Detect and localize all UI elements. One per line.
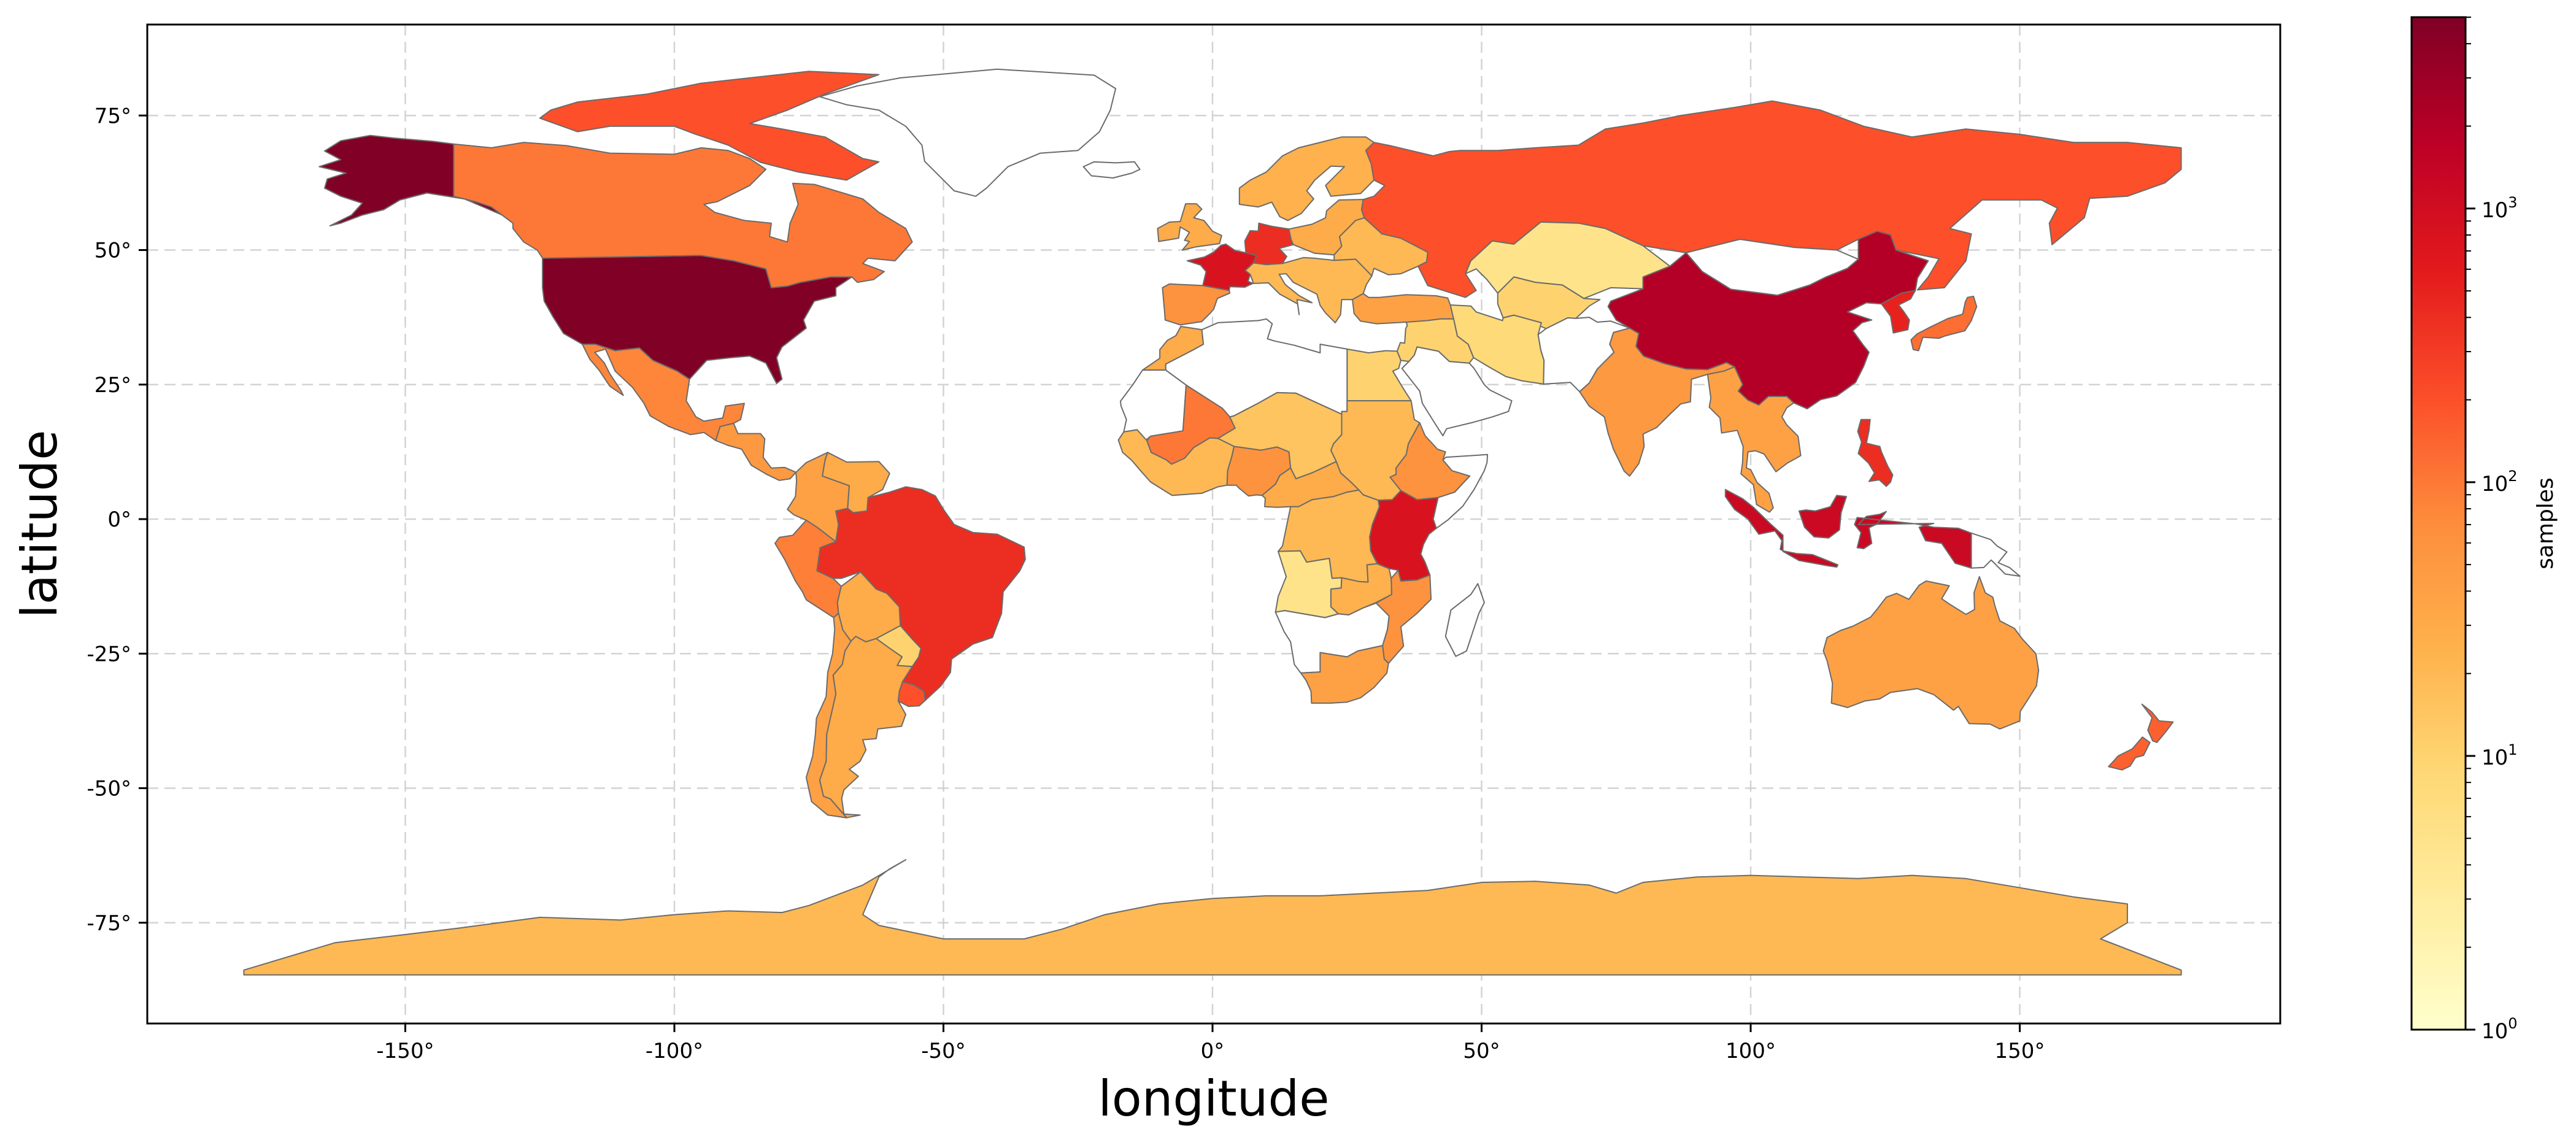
region-somalia [1432, 453, 1489, 529]
region-indonesia-borneo-sulawesi [1798, 495, 1848, 539]
region-new-zealand [2141, 703, 2174, 743]
region-indonesia-east [1854, 511, 1972, 569]
x-tick-label: -100° [646, 1039, 703, 1063]
region-west-africa-coast [1117, 429, 1235, 496]
x-axis-title: longitude [1098, 1070, 1330, 1127]
region-new-zealand-south [2108, 736, 2151, 771]
y-tick-label: 75° [94, 104, 131, 128]
colorbar-gradient [2410, 16, 2467, 1031]
y-axis-title: latitude [11, 430, 68, 619]
region-central-america [715, 422, 797, 481]
region-japan [1910, 295, 1978, 352]
x-tick-label: 100° [1726, 1039, 1776, 1063]
region-korea [1881, 290, 1916, 334]
region-balkans-italy [1244, 256, 1373, 323]
colorbar: 100 101 102 103 samples [2410, 16, 2558, 1044]
y-tick-label: -50° [87, 777, 131, 801]
region-china [1607, 230, 1929, 410]
region-chile [805, 612, 852, 819]
y-tick-label: -25° [87, 642, 131, 666]
colorbar-tick-label: 103 [2482, 194, 2518, 223]
colorbar-ticks: 100 101 102 103 [2466, 17, 2518, 1044]
region-western-sahara-mauritania [1120, 369, 1187, 441]
region-mexico [582, 344, 745, 441]
y-tick-label: 50° [94, 239, 131, 263]
region-philippines [1857, 418, 1894, 487]
region-greenland [819, 68, 1117, 197]
region-southeast-asia-indochina [1706, 366, 1802, 513]
y-tick-label: 25° [94, 373, 131, 398]
colorbar-tick-label: 102 [2482, 468, 2518, 496]
region-antarctica [243, 859, 2182, 976]
region-indonesia [1724, 488, 1839, 568]
region-ireland-uk [1157, 203, 1222, 251]
colorbar-tick-label: 101 [2482, 741, 2518, 770]
region-south-africa [1300, 645, 1389, 704]
region-morocco [1142, 326, 1205, 371]
region-iceland [1082, 161, 1141, 179]
region-madagascar [1444, 583, 1485, 657]
x-tick-label: -50° [921, 1039, 966, 1063]
plot-frame [146, 23, 2281, 1025]
y-tick-label: -75° [87, 911, 131, 936]
region-middle-east-iraq-syria [1396, 318, 1475, 364]
region-canadian-arctic-islands [539, 71, 880, 181]
colorbar-label: samples [2533, 477, 2558, 569]
x-tick-label: -150° [376, 1039, 434, 1063]
region-scandinavia [1238, 136, 1375, 222]
region-canada [453, 142, 913, 288]
x-tick-label: 150° [1995, 1039, 2045, 1063]
axis-ticks: -150° -100° -50° 0° 50° 100° 150° -75° -50° -25° 0… [87, 104, 2045, 1063]
colorbar-tick-label: 100 [2482, 1015, 2518, 1044]
region-papua-new-guinea [1970, 532, 2021, 577]
region-peru [774, 519, 842, 619]
y-tick-label: 0° [107, 507, 131, 532]
region-spain-portugal [1162, 283, 1231, 326]
country-shapes [243, 68, 2182, 976]
x-tick-label: 0° [1201, 1039, 1225, 1063]
x-tick-label: 50° [1463, 1039, 1500, 1063]
region-australia [1822, 576, 2040, 730]
